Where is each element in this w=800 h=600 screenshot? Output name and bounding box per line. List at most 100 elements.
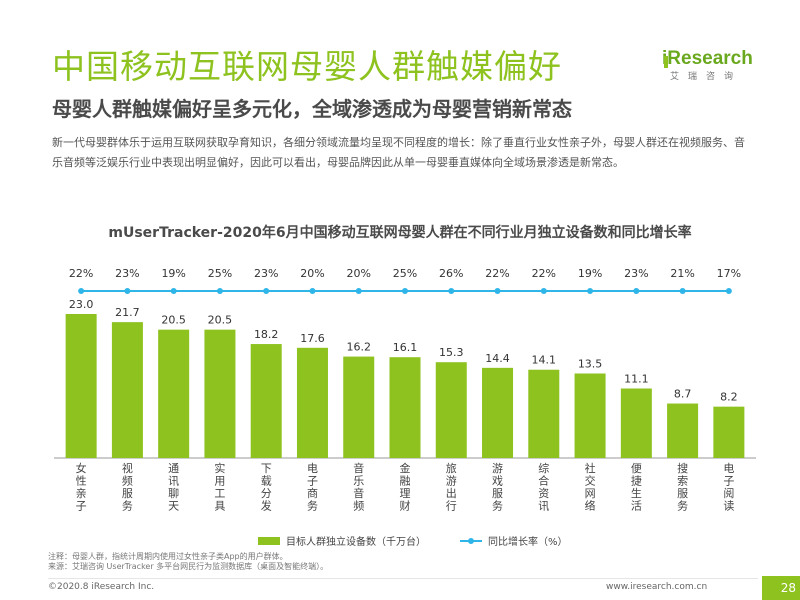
x-tick-label-char: 服: [122, 487, 133, 500]
bar: [389, 357, 421, 458]
x-tick-label-char: 音: [353, 486, 364, 500]
growth-rate-label: 23%: [254, 267, 278, 280]
growth-rate-point: [216, 288, 223, 294]
growth-rate-label: 22%: [485, 267, 509, 280]
growth-rate-label: 20%: [347, 267, 371, 280]
growth-rate-point: [355, 288, 362, 294]
growth-rate-point: [124, 288, 131, 294]
footer-divider: [48, 578, 758, 579]
x-tick-label-char: 网: [585, 487, 596, 500]
legend-bar-swatch: [258, 536, 280, 545]
x-tick-label-char: 游: [446, 475, 457, 488]
bar-value-label: 13.5: [578, 357, 603, 370]
bar-value-label: 16.1: [393, 341, 418, 354]
x-tick-label-char: 商: [307, 486, 318, 500]
note-definition: 注释：母婴人群，指统计周期内使用过女性亲子类App的用户群体。: [48, 552, 288, 561]
x-tick-label-char: 活: [631, 500, 642, 513]
x-tick-label-char: 务: [677, 500, 688, 513]
growth-rate-label: 23%: [115, 267, 139, 280]
x-tick-label-char: 戏: [492, 475, 503, 488]
x-tick-label-char: 捷: [631, 474, 642, 488]
growth-rate-label: 21%: [670, 267, 694, 280]
growth-rate-point: [263, 288, 270, 294]
x-tick-label-char: 搜: [677, 461, 688, 475]
x-tick-label-char: 发: [261, 499, 272, 513]
growth-rate-point: [78, 288, 85, 294]
x-tick-label-char: 服: [677, 487, 688, 500]
bar-value-label: 8.7: [674, 388, 692, 401]
growth-rate-point: [540, 288, 547, 294]
x-tick-label-char: 索: [677, 474, 688, 488]
x-tick-label-char: 资: [538, 487, 549, 500]
x-tick-label-char: 分: [261, 487, 272, 500]
x-tick-label-char: 工: [214, 487, 225, 500]
x-tick-label-char: 络: [585, 499, 596, 513]
bar-value-label: 18.2: [254, 328, 279, 341]
growth-rate-label: 20%: [300, 267, 324, 280]
legend-line-label: 同比增长率（%）: [488, 537, 568, 548]
growth-rate-point: [725, 288, 732, 294]
x-tick-label-char: 电: [723, 462, 734, 475]
growth-rate-label: 23%: [624, 267, 648, 280]
bar-value-label: 23.0: [69, 298, 94, 311]
logo-accent-bar: [664, 56, 668, 68]
x-tick-label-char: 具: [214, 500, 225, 513]
bar: [620, 388, 652, 458]
logo-subtext: 艾瑞咨询: [670, 72, 743, 82]
note-source: 来源：艾瑞咨询 UserTracker 多平台网民行为监测数据库（桌面及智能终端…: [48, 562, 329, 571]
legend-item-line: 同比增长率（%）: [460, 533, 568, 548]
bar-value-label: 8.2: [720, 391, 738, 404]
x-tick-label-char: 子: [723, 475, 734, 488]
x-tick-label-char: 聊: [168, 486, 179, 500]
bar: [713, 406, 745, 458]
growth-rate-label: 17%: [717, 267, 741, 280]
x-tick-label-char: 读: [723, 499, 734, 513]
growth-rate-point: [170, 288, 177, 294]
growth-rate-label: 26%: [439, 267, 463, 280]
x-tick-label-char: 讯: [538, 500, 549, 513]
growth-rate-label: 19%: [161, 267, 185, 280]
growth-rate-point: [679, 288, 686, 294]
x-tick-label-char: 子: [76, 500, 87, 513]
growth-rate-label: 25%: [393, 267, 417, 280]
x-tick-label-char: 频: [353, 499, 364, 513]
growth-rate-point: [587, 288, 594, 294]
logo-text: iResearch: [662, 48, 753, 69]
x-tick-label-char: 务: [492, 500, 503, 513]
x-tick-label-char: 游: [492, 462, 503, 475]
x-tick-label-char: 旅: [446, 461, 457, 475]
x-tick-label-char: 乐: [353, 475, 364, 488]
x-tick-label-char: 音: [353, 461, 364, 475]
x-tick-label-char: 务: [122, 500, 133, 513]
legend-item-bar: 目标人群独立设备数（千万台）: [258, 533, 426, 548]
x-tick-label-char: 下: [261, 462, 272, 475]
growth-rate-label: 22%: [532, 267, 556, 280]
website-link[interactable]: www.iresearch.com.cn: [606, 582, 708, 592]
growth-rate-label: 19%: [578, 267, 602, 280]
x-tick-label-char: 载: [261, 475, 272, 488]
growth-rate-point: [633, 288, 640, 294]
iresearch-logo: iResearch 艾瑞咨询: [662, 48, 758, 82]
bar: [343, 356, 375, 458]
chart-title: mUserTracker-2020年6月中国移动互联网母婴人群在不同行业月独立设…: [108, 225, 692, 241]
x-tick-label-char: 金: [400, 461, 411, 475]
page-number: 28: [762, 576, 800, 600]
x-tick-label-char: 行: [446, 500, 457, 513]
page-title: 中国移动互联网母婴人群触媒偏好: [52, 47, 562, 86]
x-tick-label-char: 出: [446, 486, 457, 500]
x-tick-label-char: 阅: [723, 487, 734, 500]
bar: [65, 314, 97, 458]
legend-bar-label: 目标人群独立设备数（千万台）: [286, 537, 426, 548]
page-subtitle: 母婴人群触媒偏好呈多元化，全域渗透成为母婴营销新常态: [52, 97, 572, 121]
growth-rate-point: [309, 288, 316, 294]
x-tick-label-char: 电: [307, 462, 318, 475]
bar-value-label: 16.2: [346, 341, 371, 354]
bar-value-label: 21.7: [115, 306, 140, 319]
bar: [204, 329, 236, 458]
x-tick-label-char: 综: [538, 461, 549, 475]
bar: [158, 329, 190, 458]
bar-value-label: 14.4: [485, 352, 510, 365]
chart-legend: 目标人群独立设备数（千万台） 同比增长率（%）: [0, 531, 800, 551]
bar: [111, 322, 143, 458]
x-tick-label-char: 亲: [76, 486, 87, 500]
